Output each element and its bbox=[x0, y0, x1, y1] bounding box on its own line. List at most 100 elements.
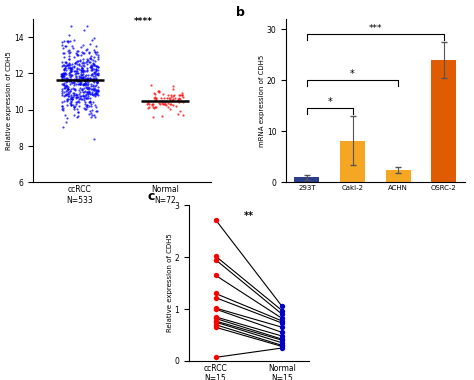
Point bbox=[82, 47, 90, 53]
Point bbox=[83, 82, 91, 88]
Point bbox=[75, 61, 82, 67]
Point bbox=[73, 98, 81, 104]
Point bbox=[86, 41, 94, 47]
Point bbox=[62, 43, 69, 49]
Point bbox=[176, 92, 183, 98]
Point bbox=[278, 329, 286, 336]
Point bbox=[90, 60, 97, 66]
Point bbox=[149, 104, 156, 110]
Point bbox=[81, 93, 88, 99]
Point bbox=[83, 102, 91, 108]
Point bbox=[72, 87, 79, 93]
Point bbox=[67, 101, 74, 107]
Point bbox=[82, 75, 89, 81]
Point bbox=[66, 71, 73, 77]
Point bbox=[90, 98, 97, 104]
Point bbox=[87, 64, 95, 70]
Point bbox=[92, 91, 100, 97]
Point bbox=[149, 101, 156, 107]
Point bbox=[63, 85, 71, 91]
Point bbox=[278, 333, 286, 339]
Point bbox=[88, 107, 95, 113]
Point bbox=[63, 96, 70, 102]
Point bbox=[62, 88, 70, 94]
Point bbox=[73, 70, 81, 76]
Point bbox=[73, 94, 81, 100]
Point bbox=[73, 73, 80, 79]
Point bbox=[212, 257, 219, 263]
Point bbox=[212, 305, 219, 311]
Point bbox=[165, 95, 173, 101]
Point bbox=[150, 95, 157, 101]
Point bbox=[82, 80, 90, 86]
Point bbox=[81, 105, 88, 111]
Point bbox=[93, 90, 101, 97]
Point bbox=[84, 89, 91, 95]
Point bbox=[88, 64, 95, 70]
Point bbox=[63, 103, 71, 109]
Point bbox=[171, 95, 179, 101]
Point bbox=[61, 49, 68, 55]
Point bbox=[70, 63, 77, 70]
Point bbox=[71, 59, 79, 65]
Point bbox=[67, 92, 75, 98]
Point bbox=[212, 272, 219, 278]
Point bbox=[64, 74, 71, 81]
Point bbox=[59, 124, 66, 130]
Point bbox=[78, 86, 85, 92]
Point bbox=[73, 65, 81, 71]
Point bbox=[60, 74, 67, 81]
Point bbox=[179, 92, 186, 98]
Point bbox=[58, 76, 66, 82]
Point bbox=[62, 60, 70, 66]
Point bbox=[152, 95, 159, 101]
Point bbox=[175, 95, 182, 101]
Point bbox=[93, 49, 100, 55]
Point bbox=[75, 77, 83, 83]
Point bbox=[80, 70, 87, 76]
Point bbox=[74, 109, 82, 115]
Point bbox=[58, 92, 65, 98]
Point bbox=[85, 89, 93, 95]
Point bbox=[85, 51, 92, 57]
Point bbox=[92, 75, 100, 81]
Point bbox=[68, 97, 76, 103]
Point bbox=[278, 345, 286, 351]
Point bbox=[76, 81, 83, 87]
Point bbox=[66, 87, 73, 93]
Point bbox=[278, 307, 286, 314]
Point bbox=[84, 79, 91, 86]
Point bbox=[61, 43, 69, 49]
Point bbox=[80, 85, 88, 91]
Point bbox=[68, 65, 75, 71]
Point bbox=[69, 61, 76, 67]
Point bbox=[66, 70, 74, 76]
Point bbox=[76, 81, 83, 87]
Point bbox=[172, 103, 179, 109]
Point bbox=[63, 62, 71, 68]
Point bbox=[64, 76, 72, 82]
Point bbox=[73, 59, 80, 65]
Point bbox=[80, 74, 87, 80]
Point bbox=[79, 93, 87, 100]
Point bbox=[75, 91, 82, 97]
Y-axis label: mRNA expression of CDH5: mRNA expression of CDH5 bbox=[259, 55, 265, 147]
Bar bbox=[386, 169, 411, 182]
Point bbox=[90, 87, 98, 93]
Point bbox=[83, 102, 91, 108]
Point bbox=[94, 67, 102, 73]
Point bbox=[88, 65, 95, 71]
Point bbox=[78, 96, 86, 102]
Point bbox=[63, 97, 71, 103]
Point bbox=[85, 85, 92, 91]
Point bbox=[80, 82, 87, 88]
Point bbox=[67, 68, 74, 74]
Point bbox=[156, 100, 164, 106]
Point bbox=[84, 93, 91, 99]
Point bbox=[86, 75, 94, 81]
Point bbox=[58, 73, 66, 79]
Point bbox=[91, 49, 99, 55]
Point bbox=[92, 51, 100, 57]
Point bbox=[212, 294, 219, 301]
Point bbox=[81, 88, 89, 94]
